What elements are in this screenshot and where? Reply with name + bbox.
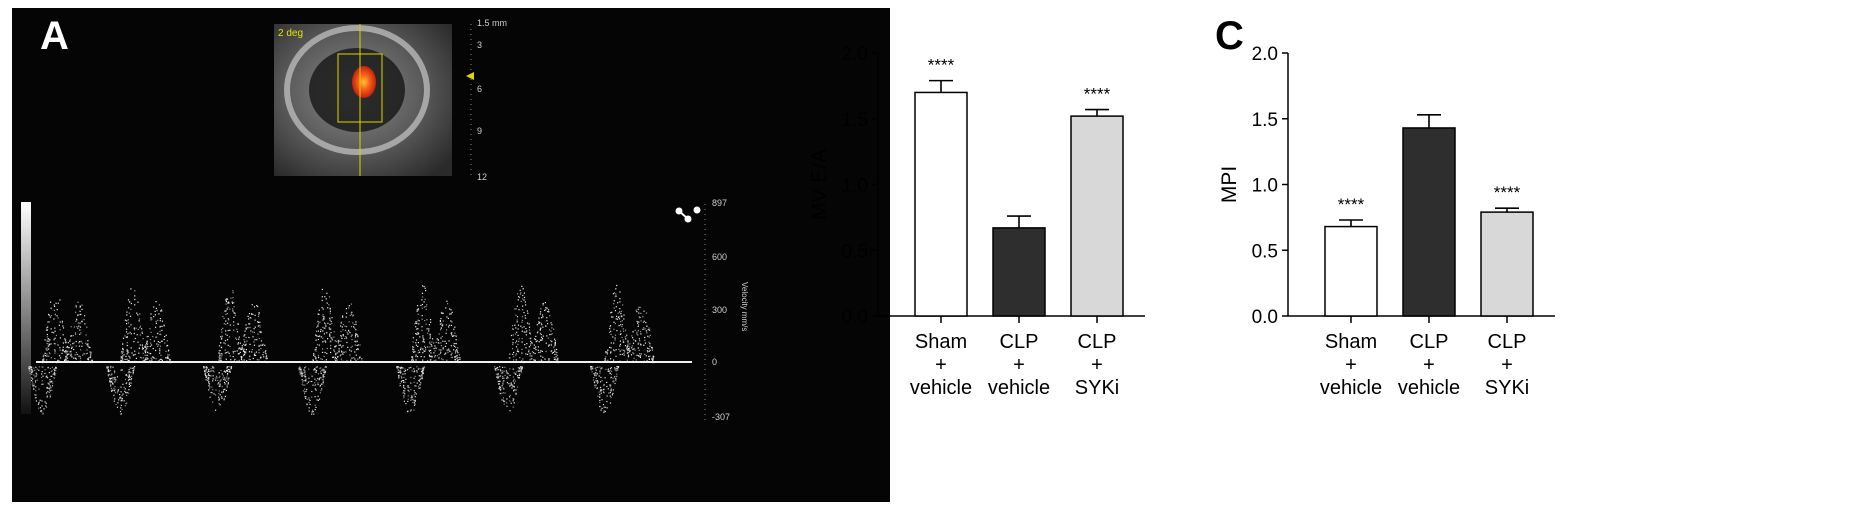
y-tick-label: 1.5 xyxy=(842,110,868,131)
x-tick-label: + xyxy=(1423,354,1435,376)
ultrasound-panel: 2 deg 1.5 mm 3 6 9 12 897 600 300 0 xyxy=(12,8,890,502)
significance-label: **** xyxy=(1494,183,1521,202)
y-tick-label: 1.0 xyxy=(1252,176,1278,197)
significance-label: **** xyxy=(1084,85,1111,104)
y-tick-label: 1.5 xyxy=(1252,110,1278,131)
x-tick-label: Sham xyxy=(915,331,967,353)
x-tick-label: vehicle xyxy=(988,377,1050,399)
depth-tick: 3 xyxy=(477,40,482,50)
y-axis-label: MPI xyxy=(1218,166,1241,203)
depth-scale: 1.5 mm 3 6 9 12 xyxy=(466,18,507,182)
velocity-tick: -307 xyxy=(712,412,730,422)
velocity-tick: 897 xyxy=(712,198,727,208)
y-axis-label: MV E/A xyxy=(808,149,831,220)
x-tick-label: + xyxy=(1501,354,1513,376)
bar xyxy=(914,91,968,317)
x-tick-label: + xyxy=(1013,354,1025,376)
ultrasound-image: 2 deg 1.5 mm 3 6 9 12 897 600 300 0 xyxy=(21,18,749,422)
velocity-axis-label: Velocity mm/s xyxy=(740,282,749,331)
depth-marker-icon xyxy=(466,72,474,80)
y-tick-label: 0.5 xyxy=(842,241,868,262)
x-tick-label: + xyxy=(1091,354,1103,376)
color-flow-region xyxy=(352,66,376,98)
velocity-tick: 0 xyxy=(712,357,717,367)
bar xyxy=(1402,127,1456,317)
bmode-inset: 2 deg xyxy=(274,24,452,176)
x-tick-label: vehicle xyxy=(910,377,972,399)
panel-label-a: A xyxy=(40,14,69,58)
chart-c: 0.00.51.01.52.0MPI****Sham+vehicleCLP+ve… xyxy=(1218,44,1555,399)
velocity-tick: 600 xyxy=(712,252,727,262)
x-tick-label: CLP xyxy=(1488,331,1527,353)
x-tick-label: CLP xyxy=(1078,331,1117,353)
x-tick-label: + xyxy=(1345,354,1357,376)
bar xyxy=(1324,225,1378,317)
y-tick-label: 0.0 xyxy=(842,307,868,328)
bar xyxy=(1070,115,1124,317)
depth-tick: 9 xyxy=(477,126,482,136)
depth-tick: 12 xyxy=(477,172,487,182)
x-tick-label: SYKi xyxy=(1485,377,1529,399)
doppler-waveform xyxy=(28,284,656,416)
panel-label-c: C xyxy=(1215,14,1244,58)
y-tick-label: 0.5 xyxy=(1252,241,1278,262)
bar xyxy=(992,227,1046,317)
depth-tick: 6 xyxy=(477,84,482,94)
x-tick-label: + xyxy=(935,354,947,376)
y-tick-label: 2.0 xyxy=(842,44,868,65)
y-tick-label: 0.0 xyxy=(1252,307,1278,328)
chart-b: 0.00.51.01.52.0MV E/A****Sham+vehicleCLP… xyxy=(808,44,1145,399)
grayscale-bar xyxy=(21,202,31,414)
velocity-tick: 300 xyxy=(712,305,727,315)
y-tick-label: 1.0 xyxy=(842,176,868,197)
significance-label: **** xyxy=(1338,195,1365,214)
logo-icon xyxy=(675,206,701,223)
bar xyxy=(1480,211,1534,317)
significance-label: **** xyxy=(928,56,955,75)
x-tick-label: SYKi xyxy=(1075,377,1119,399)
y-tick-label: 2.0 xyxy=(1252,44,1278,65)
velocity-scale: 897 600 300 0 -307 Velocity mm/s xyxy=(704,198,749,422)
x-tick-label: Sham xyxy=(1325,331,1377,353)
x-tick-label: CLP xyxy=(1410,331,1449,353)
bmode-angle-label: 2 deg xyxy=(278,28,303,39)
x-tick-label: vehicle xyxy=(1320,377,1382,399)
x-tick-label: vehicle xyxy=(1398,377,1460,399)
x-tick-label: CLP xyxy=(1000,331,1039,353)
depth-tick: 1.5 mm xyxy=(477,18,507,28)
